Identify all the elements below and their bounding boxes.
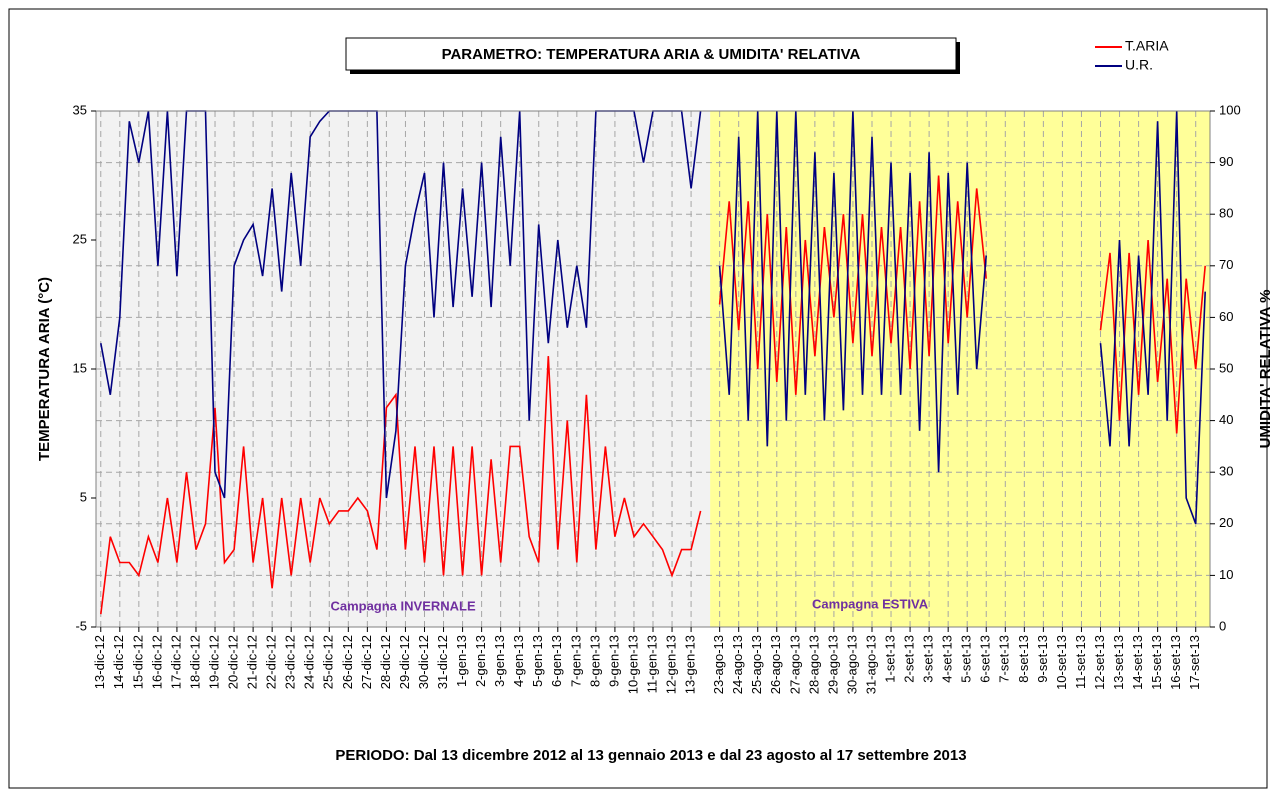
x-tick-label: 27-dic-12 bbox=[359, 635, 374, 689]
data-line bbox=[100, 175, 1206, 615]
x-tick-label: 13-dic-12 bbox=[92, 635, 107, 689]
x-tick-label: 12-gen-13 bbox=[663, 635, 678, 694]
x-tick-label: 9-set-13 bbox=[1035, 635, 1050, 683]
x-tick-label: 10-set-13 bbox=[1054, 635, 1069, 690]
y2-tick-label: 40 bbox=[1219, 412, 1233, 427]
x-tick-label: 21-dic-12 bbox=[245, 635, 260, 689]
x-tick-label: 25-dic-12 bbox=[321, 635, 336, 689]
y2-tick-label: 80 bbox=[1219, 206, 1233, 221]
x-tick-label: 11-gen-13 bbox=[644, 635, 659, 693]
y-tick-label: 5 bbox=[80, 489, 87, 504]
x-tick-label: 15-dic-12 bbox=[130, 635, 145, 689]
x-tick-label: 25-ago-13 bbox=[749, 635, 764, 694]
x-tick-label: 9-gen-13 bbox=[606, 635, 621, 687]
y2-tick-label: 70 bbox=[1219, 257, 1233, 272]
y2-tick-label: 90 bbox=[1219, 154, 1233, 169]
x-tick-label: 8-gen-13 bbox=[587, 635, 602, 687]
y2-tick-label: 0 bbox=[1219, 618, 1226, 633]
x-tick-label: 10-gen-13 bbox=[625, 635, 640, 694]
x-tick-label: 22-dic-12 bbox=[264, 635, 279, 689]
x-tick-label: 28-dic-12 bbox=[378, 635, 393, 689]
chart-title: PARAMETRO: TEMPERATURA ARIA & UMIDITA' R… bbox=[442, 46, 861, 63]
x-tick-label: 29-dic-12 bbox=[397, 635, 412, 689]
x-tick-label: 12-set-13 bbox=[1092, 635, 1107, 690]
x-tick-label: 7-gen-13 bbox=[568, 635, 583, 687]
x-tick-label: 17-set-13 bbox=[1187, 635, 1202, 690]
legend-label: U.R. bbox=[1125, 57, 1153, 73]
annotation: Campagna ESTIVA bbox=[812, 596, 929, 611]
x-tick-label: 2-set-13 bbox=[902, 635, 917, 683]
y2-tick-label: 10 bbox=[1219, 567, 1233, 582]
x-tick-label: 1-gen-13 bbox=[454, 635, 469, 687]
x-tick-label: 30-dic-12 bbox=[416, 635, 431, 689]
x-tick-label: 14-dic-12 bbox=[111, 635, 126, 689]
y2-tick-label: 60 bbox=[1219, 309, 1233, 324]
x-tick-label: 14-set-13 bbox=[1130, 635, 1145, 690]
x-tick-label: 27-ago-13 bbox=[787, 635, 802, 694]
x-tick-label: 17-dic-12 bbox=[168, 635, 183, 689]
y-tick-label: 25 bbox=[73, 231, 87, 246]
y-tick-label: 35 bbox=[73, 102, 87, 117]
x-tick-label: 5-gen-13 bbox=[530, 635, 545, 687]
x-tick-label: 5-set-13 bbox=[959, 635, 974, 683]
annotation: Campagna INVERNALE bbox=[330, 598, 476, 613]
x-tick-label: 30-ago-13 bbox=[844, 635, 859, 694]
y-tick-label: -5 bbox=[75, 618, 87, 633]
x-tick-label: 1-set-13 bbox=[882, 635, 897, 683]
y-axis-label: TEMPERATURA ARIA (°C) bbox=[36, 277, 53, 461]
x-tick-label: 28-ago-13 bbox=[806, 635, 821, 694]
y2-tick-label: 30 bbox=[1219, 464, 1233, 479]
x-tick-label: 6-set-13 bbox=[978, 635, 993, 683]
x-tick-label: 23-ago-13 bbox=[711, 635, 726, 694]
x-tick-label: 20-dic-12 bbox=[225, 635, 240, 689]
x-tick-label: 13-gen-13 bbox=[683, 635, 698, 694]
x-tick-label: 29-ago-13 bbox=[825, 635, 840, 694]
x-tick-label: 23-dic-12 bbox=[283, 635, 298, 689]
x-tick-label: 6-gen-13 bbox=[549, 635, 564, 687]
x-tick-label: 16-dic-12 bbox=[149, 635, 164, 689]
x-tick-label: 26-ago-13 bbox=[768, 635, 783, 694]
x-tick-label: 16-set-13 bbox=[1168, 635, 1183, 690]
y-tick-label: 15 bbox=[73, 360, 87, 375]
x-tick-label: 15-set-13 bbox=[1149, 635, 1164, 690]
x-tick-label: 7-set-13 bbox=[997, 635, 1012, 683]
y2-tick-label: 20 bbox=[1219, 515, 1233, 530]
x-axis-label: PERIODO: Dal 13 dicembre 2012 al 13 genn… bbox=[335, 747, 966, 764]
x-tick-label: 3-set-13 bbox=[921, 635, 936, 683]
y2-tick-label: 50 bbox=[1219, 360, 1233, 375]
x-tick-label: 2-gen-13 bbox=[473, 635, 488, 687]
backgrounds bbox=[96, 111, 1210, 627]
x-tick-label: 24-ago-13 bbox=[730, 635, 745, 694]
x-tick-label: 3-gen-13 bbox=[492, 635, 507, 687]
x-tick-label: 4-set-13 bbox=[940, 635, 955, 683]
legend-label: T.ARIA bbox=[1125, 38, 1169, 54]
x-tick-label: 13-set-13 bbox=[1111, 635, 1126, 690]
title-box bbox=[345, 37, 957, 71]
y2-axis-label: UMIDITA' RELATIVA % bbox=[1257, 290, 1274, 449]
y2-tick-label: 100 bbox=[1219, 102, 1241, 117]
x-tick-label: 24-dic-12 bbox=[302, 635, 317, 689]
x-tick-label: 8-set-13 bbox=[1016, 635, 1031, 683]
x-tick-label: 4-gen-13 bbox=[511, 635, 526, 687]
x-tick-label: 31-ago-13 bbox=[863, 635, 878, 694]
x-tick-label: 26-dic-12 bbox=[340, 635, 355, 689]
x-tick-label: 18-dic-12 bbox=[187, 635, 202, 689]
x-tick-label: 11-set-13 bbox=[1073, 635, 1088, 689]
x-tick-label: 31-dic-12 bbox=[435, 635, 450, 689]
x-tick-label: 19-dic-12 bbox=[206, 635, 221, 689]
